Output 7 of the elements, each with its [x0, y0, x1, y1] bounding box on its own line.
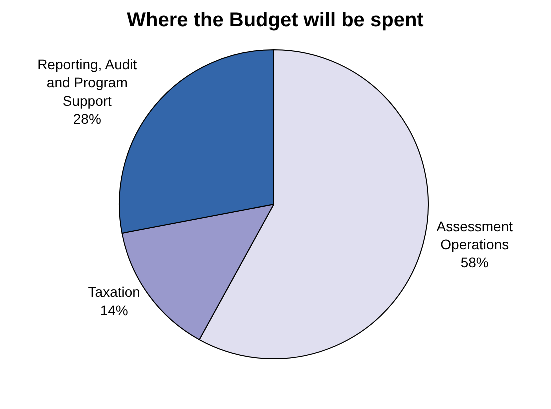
slice-label: Assessment Operations: [436, 218, 514, 253]
data-label: 28%: [73, 110, 102, 127]
data-label: 58%: [460, 254, 489, 271]
chart-title: Where the Budget will be spent: [127, 9, 424, 32]
slice-label: Reporting, Audit and Program Support: [38, 56, 138, 109]
data-label: 14%: [100, 302, 128, 318]
slice-label: Taxation: [88, 284, 140, 300]
